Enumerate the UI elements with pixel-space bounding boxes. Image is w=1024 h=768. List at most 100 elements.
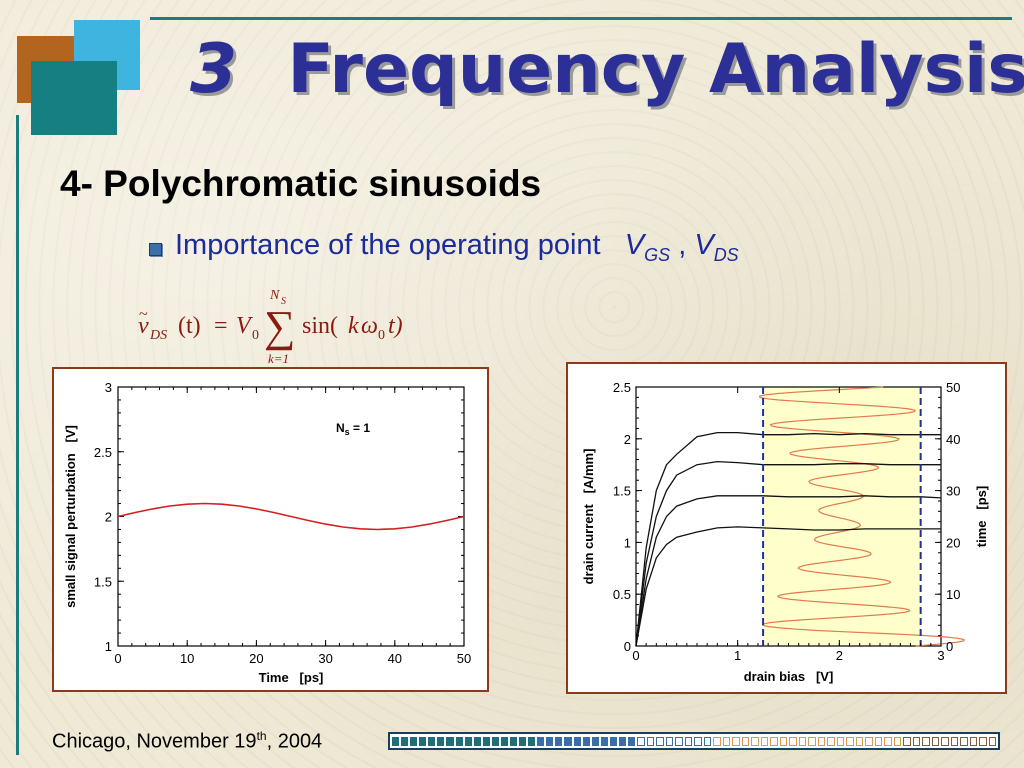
formula-lhs-var: v <box>138 313 149 339</box>
formula-upper-sub: S <box>281 296 286 307</box>
formula-coef: V <box>236 313 253 339</box>
progress-cell <box>591 736 599 746</box>
progress-cell <box>722 736 731 746</box>
section-number: 3 <box>190 30 238 109</box>
formula-eq: = <box>214 313 228 339</box>
progress-cell <box>573 736 581 746</box>
chart-perturbation: 0 10 20 30 40 50 1 1.5 2 2.5 3 Time [ps] small signa… <box>63 380 471 685</box>
formula-func: sin( <box>302 313 338 339</box>
progress-cell <box>694 736 702 746</box>
progress-cell <box>770 736 778 746</box>
progress-cell <box>988 736 997 746</box>
formula-arg: (t) <box>178 313 201 339</box>
progress-cell <box>600 736 608 746</box>
progress-cell <box>473 736 481 746</box>
progress-cell <box>931 736 940 746</box>
formula-coef-sub: 0 <box>252 328 259 343</box>
formula-k: k <box>348 313 359 339</box>
progress-cell <box>519 736 527 746</box>
progress-cell <box>779 736 788 746</box>
progress-cell <box>564 736 572 746</box>
y-axis-label: small signal perturbation [V] <box>63 425 78 608</box>
formula-t: t) <box>388 313 403 339</box>
footer-text: Chicago, November 19 <box>52 730 257 753</box>
slide-progress-bar <box>388 732 1000 750</box>
y-right-tick-label: 20 <box>946 535 960 550</box>
x-tick-label: 40 <box>388 651 402 666</box>
title-rule <box>150 17 1012 20</box>
slide-title: 3 Frequency Analysis <box>190 30 1024 109</box>
footer-sup: th <box>256 729 267 743</box>
x-tick-label: 10 <box>180 651 194 666</box>
progress-cell <box>500 736 509 746</box>
ns-annotation-sub: s <box>345 427 350 437</box>
x-tick-label: 20 <box>249 651 263 666</box>
y-tick-label: 0 <box>624 639 631 654</box>
formula: v ~ DS (t) = V 0 ∑ N S k=1 sin( k ω 0 t) <box>138 288 403 366</box>
ns-annotation: Ns = 1 <box>336 421 370 437</box>
progress-cell <box>609 736 617 746</box>
iv-curve-2 <box>635 495 942 647</box>
footer-year: , 2004 <box>266 730 323 753</box>
title-text: Frequency Analysis <box>287 30 1024 109</box>
x-tick-label: 2 <box>836 648 843 663</box>
iv-curve-1 <box>635 526 941 647</box>
progress-cell <box>741 736 750 746</box>
y-tick-label: 1 <box>624 535 631 550</box>
progress-cell <box>528 736 536 746</box>
progress-cell <box>884 736 892 746</box>
slide-subtitle: 4- Polychromatic sinusoids <box>60 163 542 204</box>
progress-cell <box>464 736 472 746</box>
y-tick-label: 2 <box>624 432 631 447</box>
progress-cell <box>760 736 769 746</box>
progress-cell <box>410 736 418 746</box>
iv-curve-3 <box>635 460 941 647</box>
y-tick-label: 1.5 <box>94 574 112 589</box>
left-rule <box>16 115 19 755</box>
progress-cell <box>865 736 873 746</box>
progress-cell <box>950 736 959 746</box>
vds-subscript: DS <box>713 244 739 265</box>
formula-omega-sub: 0 <box>378 328 385 343</box>
formula-lower: k=1 <box>268 351 289 366</box>
progress-cell <box>537 736 545 746</box>
progress-cell <box>491 736 499 746</box>
progress-cell <box>827 736 835 746</box>
y-axis-label: drain current [A/mm] <box>581 449 596 585</box>
progress-cell <box>675 736 683 746</box>
progress-cell <box>903 736 911 746</box>
logo-square-teal <box>31 61 117 135</box>
y-right-tick-label: 40 <box>946 432 960 447</box>
progress-cell <box>846 736 854 746</box>
y-right-tick-label: 0 <box>946 639 953 654</box>
y-tick-label: 1 <box>105 639 112 654</box>
formula-lhs-sub: DS <box>149 328 167 343</box>
progress-cell <box>401 736 409 746</box>
progress-cell <box>960 736 968 746</box>
chart-frame-left: 0 10 20 30 40 50 1 1.5 2 2.5 3 Time [ps] small signa… <box>52 367 489 692</box>
progress-cell <box>684 736 693 746</box>
progress-cell <box>979 736 987 746</box>
y-right-tick-label: 50 <box>946 380 960 395</box>
vds-symbol: V <box>694 229 714 261</box>
progress-cell <box>482 736 490 746</box>
progress-cell <box>392 736 400 746</box>
progress-cell <box>618 736 627 746</box>
progress-cell <box>446 736 454 746</box>
iv-curve-4 <box>635 431 941 647</box>
time-series-line <box>758 386 965 647</box>
y-tick-label: 2 <box>105 510 112 525</box>
progress-cell <box>656 736 664 746</box>
x-tick-label: 50 <box>457 651 471 666</box>
x-tick-label: 3 <box>937 648 944 663</box>
progress-cell <box>713 736 721 746</box>
progress-cell <box>732 736 740 746</box>
x-axis-label: drain bias [V] <box>744 669 834 684</box>
progress-cell <box>419 736 427 746</box>
progress-cell <box>912 736 921 746</box>
y-axis-label-right: time [ps] <box>974 486 989 547</box>
bullet-separator: , <box>678 229 687 261</box>
progress-cell <box>751 736 759 746</box>
formula-omega: ω <box>361 313 378 339</box>
